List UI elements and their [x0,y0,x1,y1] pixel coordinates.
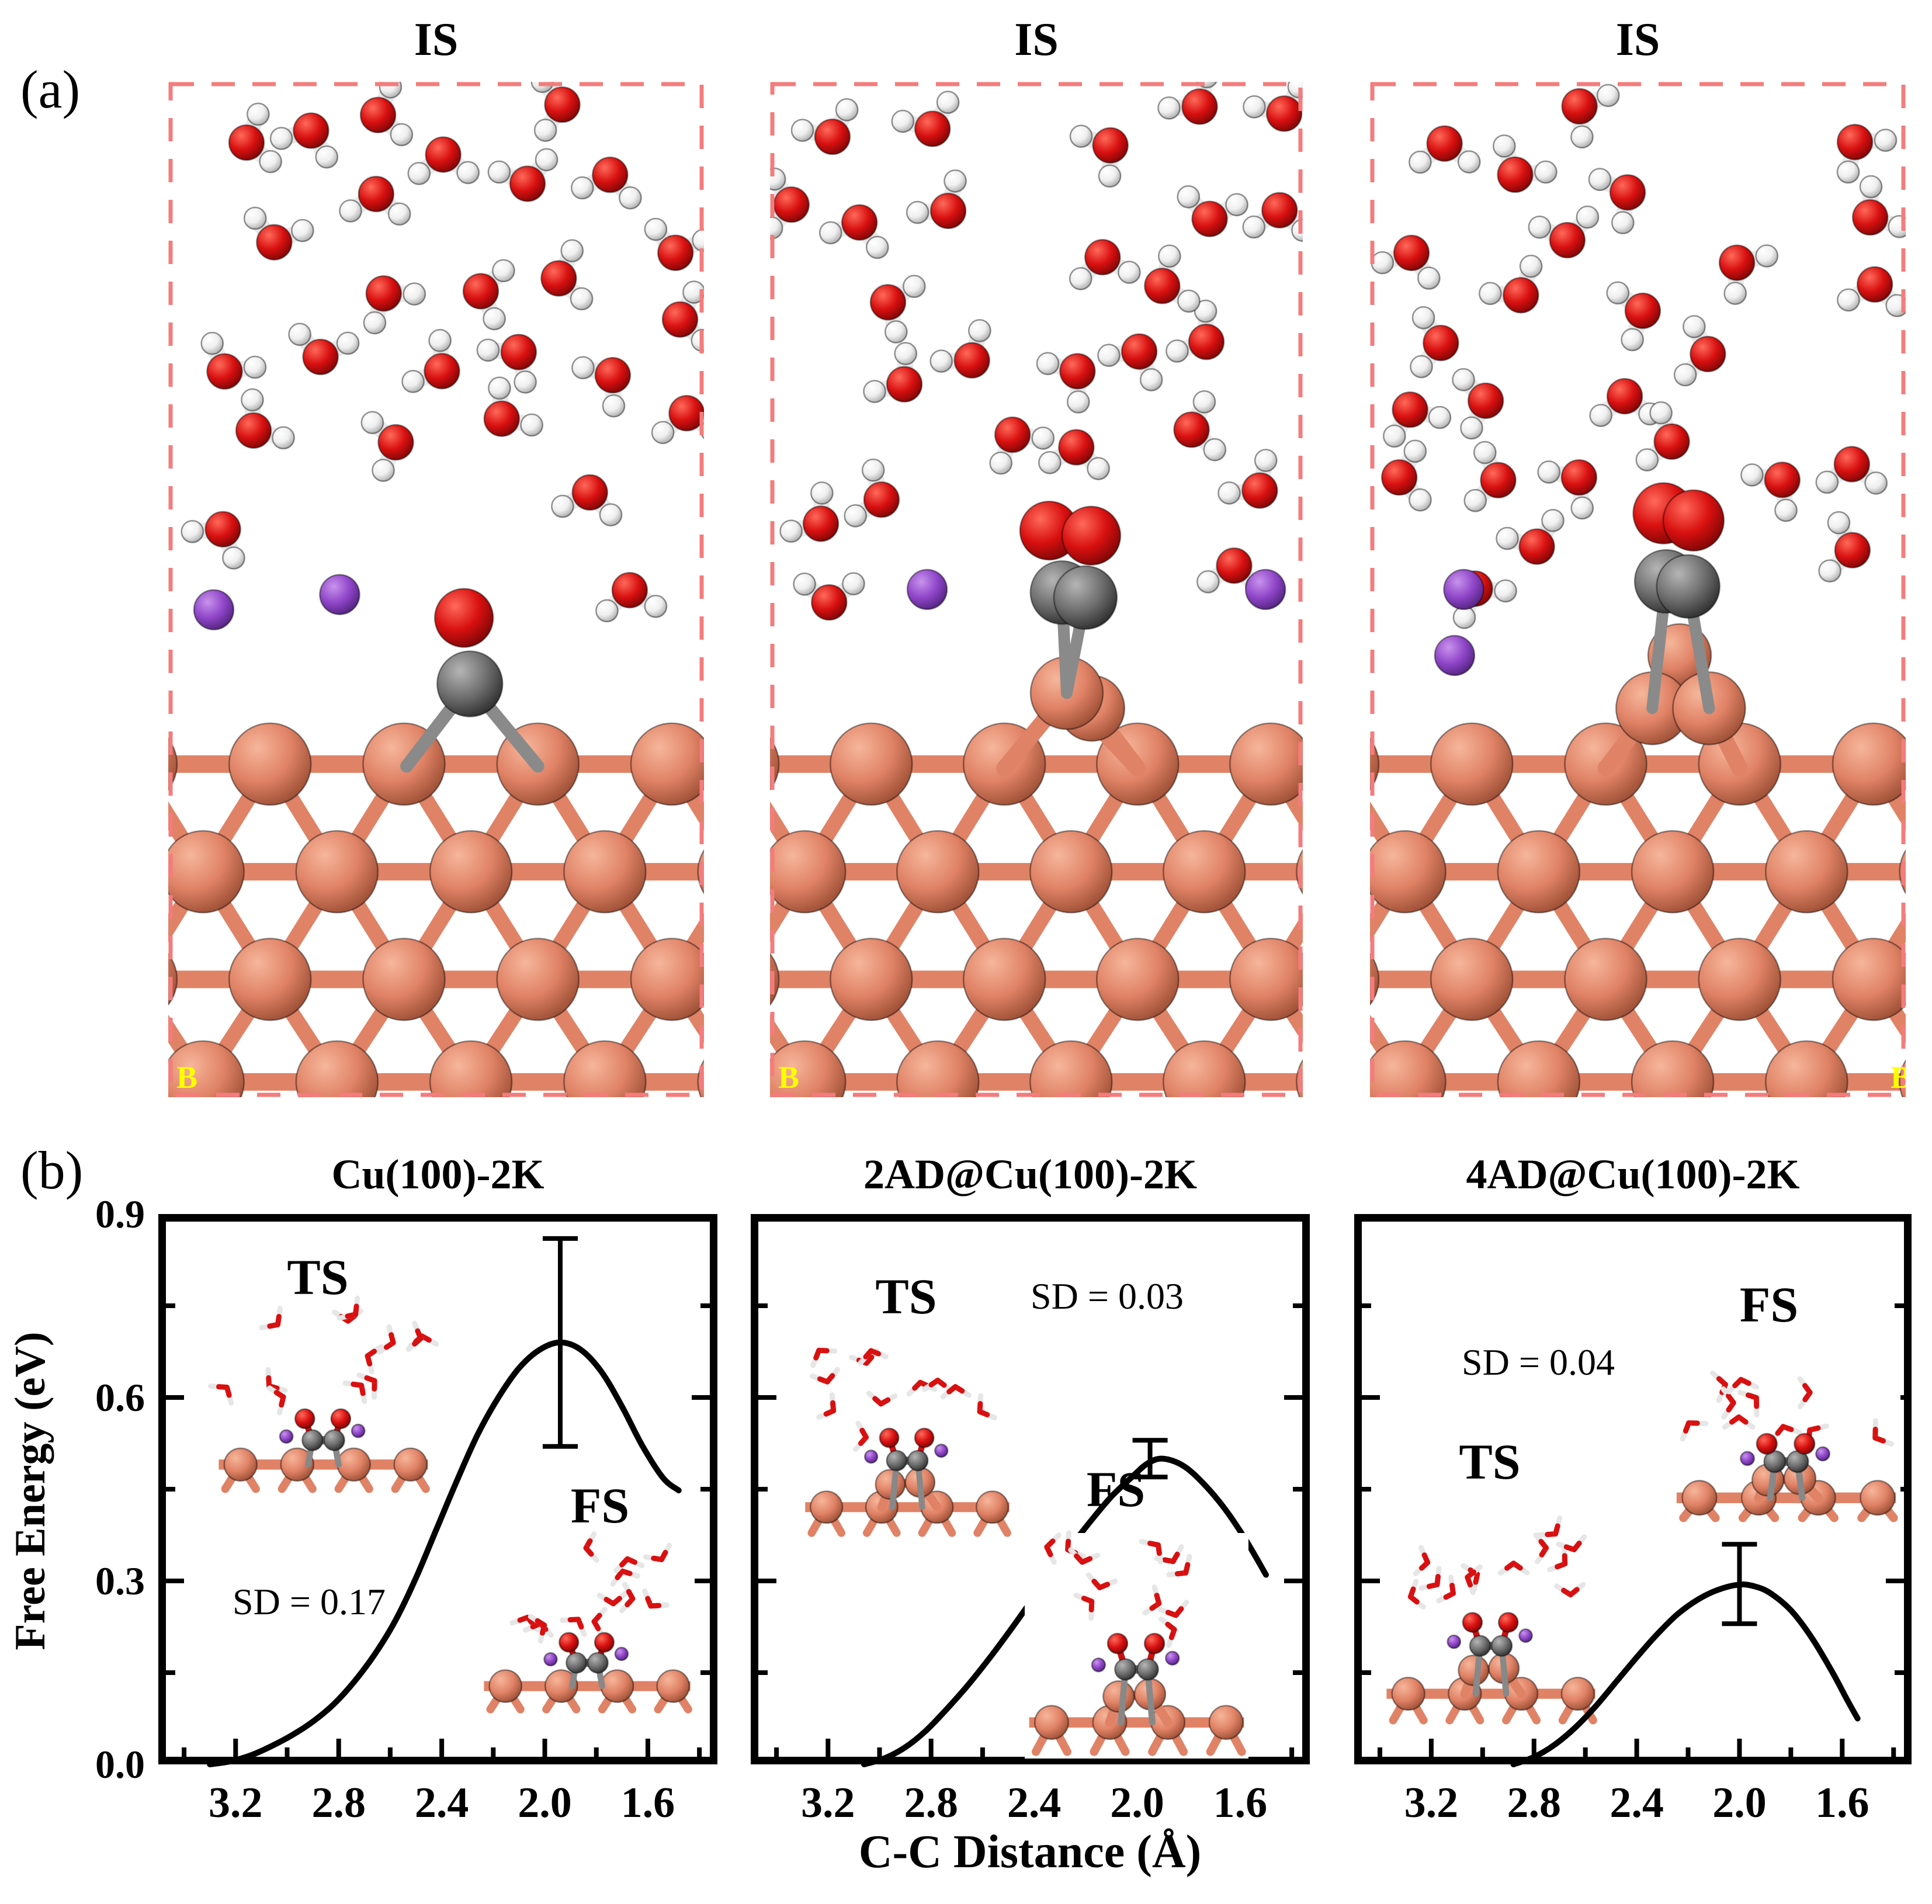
svg-text:3.2: 3.2 [801,1779,855,1827]
corner-label: B [778,1060,799,1095]
error-bar [1722,1542,1757,1626]
free-energy-curve [207,1339,682,1767]
adatoms [996,656,1146,776]
svg-text:1.6: 1.6 [1213,1779,1268,1827]
water-molecules [770,82,1303,621]
svg-text:2.4: 2.4 [1610,1779,1664,1827]
svg-text:2.4: 2.4 [415,1779,469,1827]
potassium-ions [193,574,360,631]
chart-title-2ad: 2AD@Cu(100)-2K [863,1151,1197,1198]
sd-label-3: SD = 0.04 [1462,1341,1615,1383]
corner-label: B [176,1060,197,1095]
dashed-cell-border [770,82,1303,1097]
x-tick-labels: 3.2 2.8 2.4 2.0 1.6 [801,1779,1267,1827]
scene-content [1370,84,1906,1097]
fs-label-3: FS [1739,1277,1799,1333]
water-molecules [181,82,704,623]
svg-text:2.0: 2.0 [1110,1779,1164,1827]
copper-slab [770,722,1303,1097]
sd-label-1: SD = 0.17 [233,1581,386,1622]
adsorbate-co-species [400,588,544,773]
y-tick-0.9: 0.9 [95,1192,145,1236]
svg-text:3.2: 3.2 [209,1779,263,1827]
is-title-3: IS [1615,14,1660,65]
axis-ticks [164,1303,712,1759]
error-bar [542,1236,578,1449]
fs-label-1: FS [570,1478,630,1534]
chart-title-cu100: Cu(100)-2K [331,1151,544,1198]
scene-content [770,82,1303,1097]
sd-label-2: SD = 0.03 [1031,1275,1184,1317]
copper-slab [1370,722,1906,1097]
corner-label: B [1891,1060,1906,1095]
svg-text:2.8: 2.8 [904,1779,958,1827]
dashed-cell-border [1370,82,1906,1097]
scene-content [168,82,704,1097]
md-snapshot-is-cu100: B [168,82,704,1097]
ts-label-3: TS [1459,1434,1521,1490]
dashed-cell-border [168,82,704,1097]
inset-structure [1025,1530,1248,1759]
free-energy-curve [1510,1582,1861,1767]
svg-text:2.8: 2.8 [1507,1779,1561,1827]
error-bar [1132,1438,1168,1480]
x-tick-labels: 3.2 2.8 2.4 2.0 1.6 [1404,1779,1869,1827]
inset-structure [1672,1368,1900,1522]
y-tick-0.6: 0.6 [95,1375,145,1420]
potassium-ions [906,568,1286,611]
svg-text:2.4: 2.4 [1007,1779,1062,1827]
x-axis-title: C-C Distance (Å) [858,1826,1202,1878]
inset-structure [208,1295,439,1494]
water-molecules [1371,84,1906,629]
axis-ticks [1360,1303,1906,1759]
adatoms [1597,623,1748,776]
chart-title-4ad: 4AD@Cu(100)-2K [1466,1151,1800,1198]
is-title-1: IS [414,14,459,65]
copper-slab [168,722,704,1097]
y-tick-0.3: 0.3 [95,1559,145,1603]
svg-text:2.0: 2.0 [518,1779,572,1827]
x-tick-labels: 3.2 2.8 2.4 2.0 1.6 [209,1779,675,1827]
y-tick-0.0: 0.0 [95,1742,145,1787]
y-axis-title: Free Energy (eV) [6,1331,54,1650]
adsorbate-co-species [1019,500,1122,699]
is-title-2: IS [1014,14,1059,65]
ts-label-2: TS [875,1268,937,1324]
svg-text:1.6: 1.6 [621,1779,675,1827]
inset-structure [480,1531,695,1715]
free-energy-chart-cu100: 3.2 2.8 2.4 2.0 1.6 [158,1214,717,1827]
svg-text:1.6: 1.6 [1815,1779,1869,1827]
svg-text:2.0: 2.0 [1712,1779,1767,1827]
potassium-ions [1434,568,1484,677]
md-snapshot-is-4ad: B [1370,82,1906,1097]
free-energy-chart-2ad: 3.2 2.8 2.4 2.0 1.6 [751,1214,1310,1827]
panel-a-label: (a) [20,60,81,119]
inset-structure [1382,1515,1600,1726]
svg-text:2.8: 2.8 [311,1779,366,1827]
md-snapshot-is-2ad: B [770,82,1303,1097]
inset-structure [801,1341,1014,1539]
adsorbate-co-species [1632,482,1725,715]
svg-text:3.2: 3.2 [1404,1779,1459,1827]
fs-label-2: FS [1086,1461,1146,1517]
panel-b-label: (b) [20,1140,84,1200]
free-energy-chart-4ad: 3.2 2.8 2.4 2.0 1.6 [1354,1214,1912,1827]
ts-label-1: TS [287,1249,349,1305]
